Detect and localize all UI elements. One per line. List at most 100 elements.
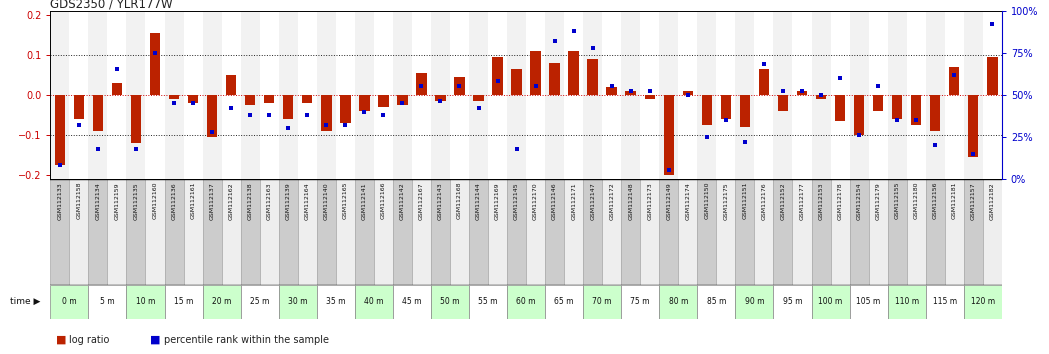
Bar xyxy=(92,95,103,131)
Bar xyxy=(260,179,279,285)
Text: 110 m: 110 m xyxy=(895,297,919,306)
Bar xyxy=(797,91,808,95)
Bar xyxy=(812,285,850,319)
Bar xyxy=(412,11,431,179)
Bar xyxy=(50,11,69,179)
Bar xyxy=(945,11,964,179)
Text: GSM112153: GSM112153 xyxy=(818,182,823,219)
Text: GSM112157: GSM112157 xyxy=(970,182,976,219)
Text: GSM112172: GSM112172 xyxy=(609,182,615,220)
Bar xyxy=(869,11,887,179)
Bar xyxy=(184,11,202,179)
Bar xyxy=(492,57,502,95)
Bar xyxy=(659,285,698,319)
Bar xyxy=(188,95,198,103)
Bar xyxy=(698,285,735,319)
Bar xyxy=(127,11,146,179)
Text: GDS2350 / YLR177W: GDS2350 / YLR177W xyxy=(50,0,173,11)
Text: GSM112170: GSM112170 xyxy=(533,182,538,219)
Bar xyxy=(968,95,979,157)
Bar xyxy=(925,285,964,319)
Text: 10 m: 10 m xyxy=(135,297,155,306)
Bar xyxy=(165,11,184,179)
Bar xyxy=(69,179,88,285)
Bar xyxy=(431,179,450,285)
Bar xyxy=(107,11,127,179)
Text: GSM112155: GSM112155 xyxy=(895,182,900,219)
Bar xyxy=(69,11,88,179)
Bar xyxy=(469,179,488,285)
Text: GSM112164: GSM112164 xyxy=(305,182,309,219)
Bar xyxy=(88,11,107,179)
Text: GSM112163: GSM112163 xyxy=(266,182,272,219)
Bar xyxy=(773,285,812,319)
Bar xyxy=(240,285,279,319)
Bar xyxy=(606,87,617,95)
Bar xyxy=(640,179,659,285)
Text: GSM112175: GSM112175 xyxy=(724,182,728,219)
Bar xyxy=(240,11,260,179)
Bar xyxy=(644,95,655,99)
Text: GSM112137: GSM112137 xyxy=(210,182,215,220)
Text: GSM112158: GSM112158 xyxy=(77,182,82,219)
Bar xyxy=(355,11,373,179)
Bar xyxy=(869,179,887,285)
Bar xyxy=(340,95,350,123)
Bar xyxy=(298,11,317,179)
Bar xyxy=(150,33,160,95)
Bar xyxy=(545,179,564,285)
Bar xyxy=(283,95,294,119)
Bar xyxy=(812,179,831,285)
Bar xyxy=(336,179,355,285)
Bar xyxy=(412,179,431,285)
Text: GSM112177: GSM112177 xyxy=(799,182,805,220)
Bar xyxy=(226,75,236,95)
Bar xyxy=(740,95,750,127)
Text: GSM112134: GSM112134 xyxy=(95,182,101,220)
Text: 75 m: 75 m xyxy=(630,297,650,306)
Text: GSM112168: GSM112168 xyxy=(457,182,462,219)
Bar xyxy=(983,179,1002,285)
Bar xyxy=(925,179,945,285)
Bar xyxy=(758,69,769,95)
Bar xyxy=(964,179,983,285)
Text: 15 m: 15 m xyxy=(174,297,193,306)
Bar xyxy=(127,285,165,319)
Bar xyxy=(112,83,122,95)
Bar xyxy=(127,179,146,285)
Bar xyxy=(887,179,906,285)
Text: GSM112140: GSM112140 xyxy=(324,182,328,219)
Bar xyxy=(983,11,1002,179)
Text: ■: ■ xyxy=(150,335,160,345)
Bar xyxy=(431,11,450,179)
Bar xyxy=(336,11,355,179)
Text: time ▶: time ▶ xyxy=(10,297,41,306)
Bar xyxy=(569,51,579,95)
Bar xyxy=(507,285,545,319)
Bar xyxy=(812,11,831,179)
Bar xyxy=(925,11,945,179)
Bar xyxy=(964,285,1002,319)
Bar xyxy=(507,11,527,179)
Text: 25 m: 25 m xyxy=(250,297,270,306)
Bar xyxy=(583,285,621,319)
Bar xyxy=(735,11,754,179)
Text: GSM112180: GSM112180 xyxy=(914,182,919,219)
Text: 35 m: 35 m xyxy=(326,297,345,306)
Bar xyxy=(702,95,712,125)
Bar xyxy=(165,179,184,285)
Text: 55 m: 55 m xyxy=(478,297,498,306)
Bar xyxy=(221,179,240,285)
Bar xyxy=(488,179,507,285)
Bar xyxy=(202,179,221,285)
Bar xyxy=(816,95,827,99)
Text: GSM112179: GSM112179 xyxy=(876,182,880,220)
Bar xyxy=(107,179,127,285)
Bar xyxy=(987,57,998,95)
Bar xyxy=(450,11,469,179)
Bar xyxy=(659,179,679,285)
Bar xyxy=(88,179,107,285)
Text: GSM112147: GSM112147 xyxy=(591,182,595,220)
Bar xyxy=(887,11,906,179)
Text: GSM112133: GSM112133 xyxy=(58,182,62,220)
